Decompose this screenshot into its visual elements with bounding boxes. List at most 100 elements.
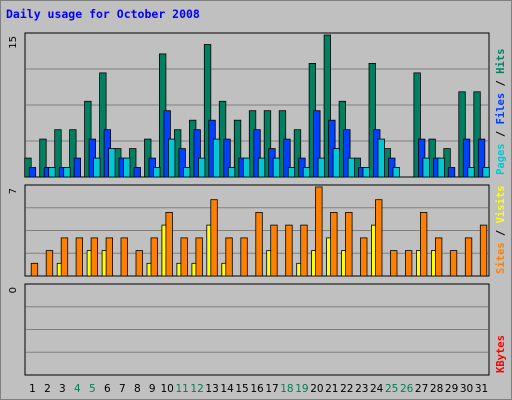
bar-hits-day-15	[233, 119, 242, 178]
bar-sites-day-27	[419, 211, 428, 277]
day-label-23: 23	[355, 383, 368, 395]
day-label-20: 20	[310, 383, 323, 395]
day-label-30: 30	[460, 383, 473, 395]
day-label-6: 6	[104, 383, 111, 395]
bar-hits-day-2	[39, 138, 47, 178]
bar-hits-day-17	[263, 110, 272, 178]
bar-sites-day-21	[330, 211, 338, 277]
day-label-28: 28	[430, 383, 443, 395]
bar-sites-day-30	[464, 237, 473, 277]
day-label-19: 19	[295, 383, 308, 395]
bar-hits-day-27	[413, 72, 421, 178]
bar-sites-day-7	[120, 237, 128, 277]
day-label-12: 12	[190, 383, 203, 395]
bar-files-day-4	[73, 157, 81, 178]
bar-pages-day-3	[63, 167, 71, 178]
bar-pages-day-5	[93, 157, 101, 178]
day-label-26: 26	[400, 383, 414, 395]
ymax-label-hits-files-pages: 15	[8, 36, 19, 49]
bar-files-day-14	[223, 138, 231, 178]
bar-sites-day-6	[105, 237, 113, 277]
side-label-part: Visits	[495, 185, 507, 223]
bar-sites-day-28	[434, 237, 443, 277]
side-label-hits-files-pages: Pages / Files / Hits	[495, 49, 507, 175]
bar-pages-day-6	[108, 148, 116, 178]
day-label-2: 2	[44, 383, 51, 395]
bar-sites-day-29	[449, 250, 458, 277]
bar-hits-day-19	[293, 129, 302, 178]
bar-files-day-11	[178, 148, 186, 178]
bar-hits-day-31	[473, 91, 481, 178]
bar-sites-day-19	[300, 224, 308, 277]
bar-hits-day-24	[368, 63, 376, 178]
bar-sites-day-3	[60, 237, 69, 277]
day-label-21: 21	[325, 383, 338, 395]
bar-pages-day-9	[153, 167, 161, 178]
bar-files-day-20	[313, 110, 321, 178]
day-label-4: 4	[74, 383, 81, 395]
side-label-part: Files	[495, 93, 507, 125]
bar-files-day-18	[283, 138, 291, 178]
bar-pages-day-13	[212, 138, 221, 178]
bar-pages-day-10	[167, 138, 176, 178]
day-label-13: 13	[205, 383, 218, 395]
bar-pages-day-16	[257, 157, 266, 178]
bar-sites-day-14	[225, 237, 233, 277]
day-label-22: 22	[340, 383, 353, 395]
bar-pages-day-30	[467, 167, 475, 178]
bar-pages-day-14	[227, 167, 236, 178]
bar-sites-day-23	[360, 237, 368, 277]
day-label-1: 1	[29, 383, 36, 395]
side-label-part: Hits	[495, 49, 507, 74]
side-label-visits-sites: Sites / Visits	[495, 185, 507, 274]
bar-sites-day-2	[45, 250, 54, 277]
bar-sites-day-18	[285, 224, 293, 277]
bar-files-day-30	[462, 138, 471, 178]
bar-pages-day-24	[377, 138, 385, 178]
day-label-7: 7	[119, 383, 126, 395]
bar-files-day-12	[193, 129, 201, 178]
bar-sites-day-13	[210, 199, 218, 277]
side-label-kbytes: KBytes	[495, 335, 507, 373]
bar-sites-day-24	[375, 199, 383, 277]
bar-sites-day-16	[255, 211, 263, 277]
bar-pages-day-18	[287, 167, 296, 178]
day-label-29: 29	[445, 383, 458, 395]
day-label-25: 25	[385, 383, 398, 395]
bar-sites-day-8	[135, 250, 143, 277]
day-label-17: 17	[265, 383, 278, 395]
bar-pages-day-21	[332, 148, 341, 178]
day-label-8: 8	[134, 383, 141, 395]
bar-hits-day-30	[458, 91, 466, 178]
bar-hits-day-21	[323, 34, 332, 178]
bar-pages-day-22	[347, 157, 356, 178]
bar-pages-day-23	[362, 167, 370, 178]
bar-files-day-8	[133, 167, 141, 178]
chart-title: Daily usage for October 2008	[6, 7, 200, 21]
ymax-label-visits-sites: 7	[8, 188, 19, 194]
side-label-part: /	[495, 223, 507, 242]
side-label-part: Pages	[495, 143, 507, 175]
bar-sites-day-22	[345, 211, 353, 277]
day-label-24: 24	[370, 383, 384, 395]
bar-files-day-22	[343, 129, 351, 178]
bar-files-day-29	[447, 167, 456, 178]
bar-sites-day-15	[240, 237, 248, 277]
day-label-10: 10	[161, 383, 174, 395]
ymax-label-kbytes: 0	[8, 287, 19, 293]
bar-sites-day-9	[150, 237, 158, 277]
bar-pages-day-27	[422, 157, 430, 178]
bar-sites-day-5	[90, 237, 98, 277]
bar-sites-day-26	[404, 250, 413, 277]
day-label-31: 31	[475, 383, 488, 395]
bar-sites-day-11	[180, 237, 188, 277]
bar-hits-day-6	[99, 72, 107, 178]
bar-pages-day-31	[482, 167, 490, 178]
bar-sites-day-31	[479, 224, 488, 277]
day-label-18: 18	[280, 383, 293, 395]
bar-sites-day-10	[165, 211, 173, 277]
bar-sites-day-12	[195, 237, 203, 277]
side-label-part: Sites	[495, 242, 507, 274]
day-label-9: 9	[149, 383, 156, 395]
